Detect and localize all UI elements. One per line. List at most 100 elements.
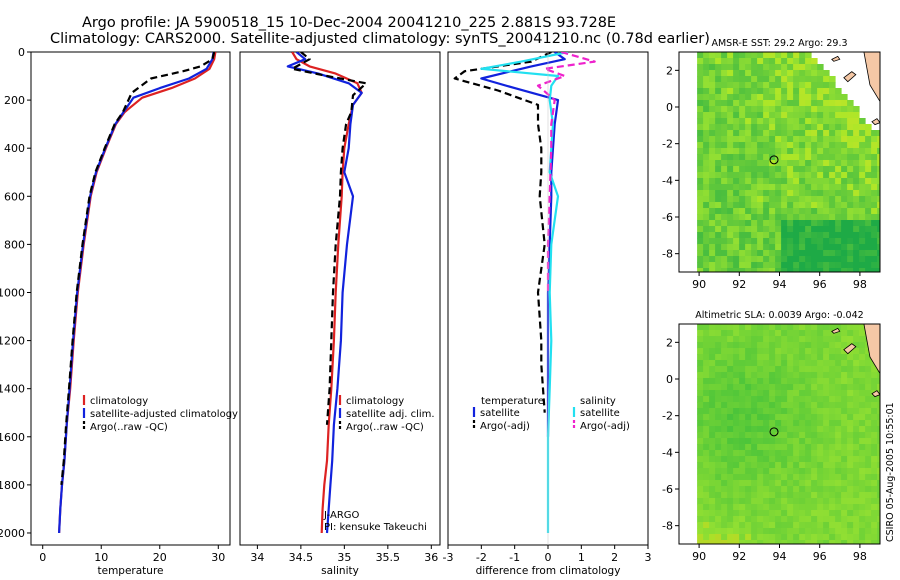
x-tick-label: 20 <box>153 551 167 564</box>
legend-title-temperature: temperature <box>481 396 544 407</box>
legend-label: satellite <box>480 408 520 419</box>
x-tick-label: 2 <box>611 551 618 564</box>
y-tick-label: 2 <box>666 336 673 349</box>
footer-stamp: CSIRO 05-Aug-2005 10:55:01 <box>885 402 896 542</box>
x-tick-label: 92 <box>732 278 746 291</box>
annotation-pi: PI: kensuke Takeuchi <box>324 522 427 533</box>
x-tick-label: 98 <box>853 550 867 563</box>
x-tick-label: 1 <box>578 551 585 564</box>
series-argo-raw-qc- <box>60 52 216 486</box>
panel-temperature: 0 10 20 30 temperature 0 200 400 600 800 1000 1200 1… <box>0 46 238 577</box>
map-title: AMSR-E SST: 29.2 Argo: 29.3 <box>711 38 847 49</box>
y-tick-label: 1200 <box>0 335 25 348</box>
y-tick-label: 0 <box>666 373 673 386</box>
x-tick-label: 35.5 <box>376 551 401 564</box>
series-salinity-argo-adj- <box>536 52 596 293</box>
x-tick-label: 94 <box>773 278 787 291</box>
profile-plots: 0 10 20 30temperature0200400600800100012001… <box>0 46 652 577</box>
y-tick-label: 200 <box>4 94 25 107</box>
x-tick-label: -2 <box>476 551 487 564</box>
series-lines <box>58 52 217 534</box>
y-tick-label: -4 <box>662 446 673 459</box>
series-satellite-adj-clim- <box>286 52 363 534</box>
x-tick-label: 90 <box>692 278 706 291</box>
legend-label: Argo(-adj) <box>480 421 530 432</box>
plot-frame <box>239 51 441 546</box>
y-tick-label: -8 <box>662 248 673 261</box>
series-argo-raw-qc- <box>291 52 368 425</box>
legend-label: Argo(..raw -QC) <box>90 422 168 433</box>
map-title: Altimetric SLA: 0.0039 Argo: -0.042 <box>695 310 863 321</box>
land-island <box>871 118 880 126</box>
y-tick-label: 600 <box>4 190 25 203</box>
series-climatology <box>291 52 363 534</box>
argo-location-marker <box>769 155 779 165</box>
x-tick-label: 0 <box>545 551 552 564</box>
x-tick-label: 90 <box>692 550 706 563</box>
panel-salinity: 34 34.5 35 35.5 36 salinity climatology satelli… <box>239 51 441 577</box>
panel-difference: -3 -2 -1 0 1 2 3 difference from climatology tem… <box>443 51 652 577</box>
series-climatology <box>58 52 217 534</box>
land-island <box>831 55 841 62</box>
x-tick-label: 34.5 <box>289 551 314 564</box>
y-tick-label: -6 <box>662 211 673 224</box>
y-tick-label: -6 <box>662 483 673 496</box>
x-tick-label: -1 <box>509 551 520 564</box>
land-island <box>843 343 857 355</box>
legend-label: climatology <box>346 396 404 407</box>
legend-title-salinity: salinity <box>580 396 616 407</box>
argo-location-marker <box>769 427 779 437</box>
y-tick-label: 1000 <box>0 286 25 299</box>
x-tick-label: 30 <box>211 551 225 564</box>
y-tick-label: -2 <box>662 410 673 423</box>
x-axis-label: temperature <box>98 565 164 577</box>
map-field <box>697 324 880 544</box>
x-axis-label: difference from climatology <box>476 565 621 577</box>
land-island <box>843 71 857 83</box>
map-panels: AMSR-E SST: 29.2 Argo: 29.3 90 92 94 96 98 2 0 -… <box>662 38 881 563</box>
legend-label: satellite adj. clim. <box>346 409 435 420</box>
x-tick-label: -3 <box>443 551 454 564</box>
y-tick-label: 1400 <box>0 383 25 396</box>
figure-title-line2: Climatology: CARS2000. Satellite-adjuste… <box>50 31 710 47</box>
figure-title-line1: Argo profile: JA 5900518_15 10-Dec-2004 … <box>82 15 616 31</box>
x-tick-label: 94 <box>773 550 787 563</box>
y-tick-label: -2 <box>662 138 673 151</box>
y-tick-label: 1800 <box>0 479 25 492</box>
series-temperature-argo-adj- <box>453 52 552 413</box>
x-tick-label: 34 <box>250 551 264 564</box>
x-tick-label: 0 <box>39 551 46 564</box>
annotation-project: J-ARGO <box>323 510 360 521</box>
land-island <box>831 327 841 334</box>
x-tick-label: 36 <box>424 551 438 564</box>
land-sumatra <box>863 324 880 375</box>
legend-label: climatology <box>90 396 148 407</box>
y-tick-label: 2000 <box>0 527 25 540</box>
x-tick-label: 96 <box>813 550 827 563</box>
x-tick-label: 3 <box>645 551 652 564</box>
legend-label: Argo(-adj) <box>580 421 630 432</box>
legend-label: satellite <box>580 408 620 419</box>
y-tick-label: 0 <box>18 46 25 59</box>
x-tick-label: 98 <box>853 278 867 291</box>
plot-frame <box>30 51 231 546</box>
panel-sst-map: AMSR-E SST: 29.2 Argo: 29.3 90 92 94 96 98 2 0 -… <box>662 38 881 291</box>
map-field <box>697 52 880 272</box>
y-tick-label: 400 <box>4 142 25 155</box>
x-tick-label: 35 <box>337 551 351 564</box>
x-tick-label: 10 <box>94 551 108 564</box>
y-tick-label: -4 <box>662 174 673 187</box>
series-lines <box>453 52 596 533</box>
legend-label: Argo(..raw -QC) <box>346 422 424 433</box>
land-sumatra <box>863 52 880 103</box>
x-tick-label: 96 <box>813 278 827 291</box>
y-tick-label: 2 <box>666 64 673 77</box>
x-axis-label: salinity <box>321 565 359 577</box>
legend-label: satellite-adjusted climatology <box>90 409 238 420</box>
y-tick-label: 0 <box>666 101 673 114</box>
y-tick-label: 800 <box>4 238 25 251</box>
y-tick-label: -8 <box>662 520 673 533</box>
x-tick-label: 92 <box>732 550 746 563</box>
series-satellite-adjusted-climatology <box>58 52 215 534</box>
